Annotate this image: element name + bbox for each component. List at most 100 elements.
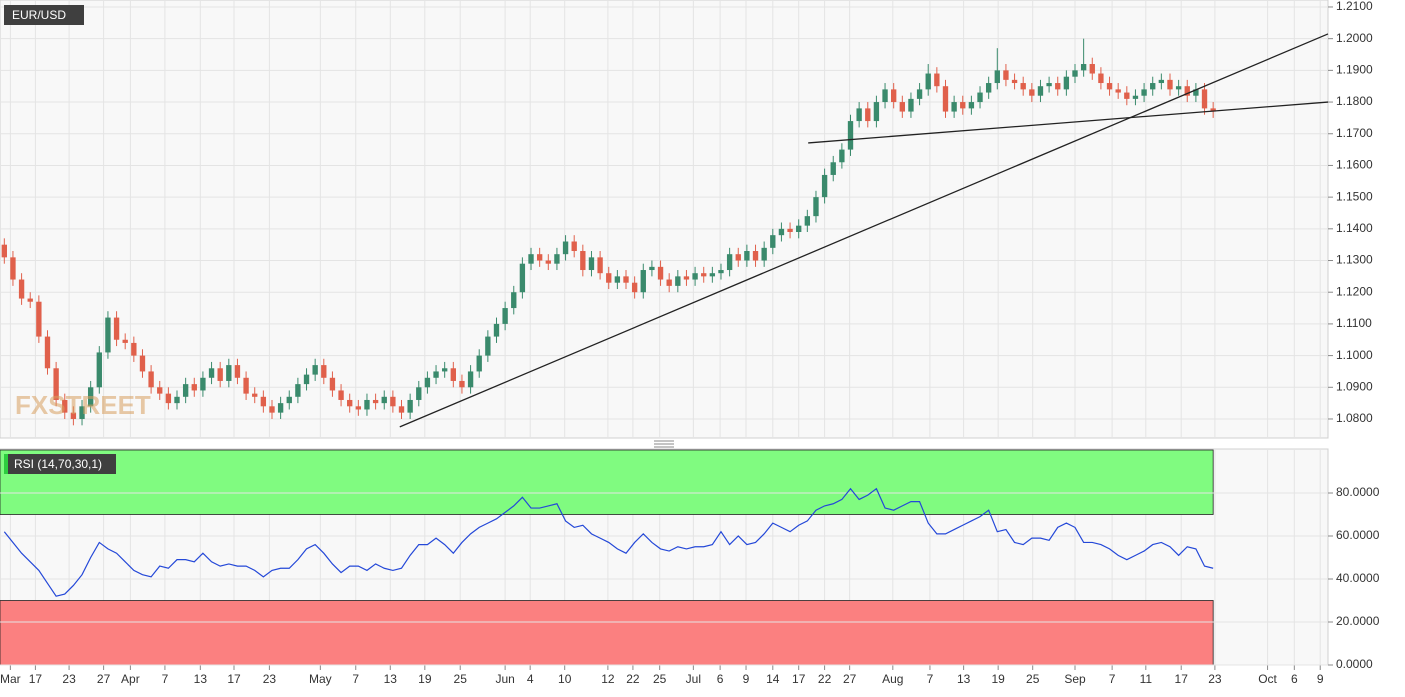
candle-body xyxy=(960,102,966,109)
candle-body xyxy=(623,276,629,283)
candle-body xyxy=(683,276,690,280)
candle-body xyxy=(1124,92,1130,99)
candle-body xyxy=(485,336,491,356)
candle-body xyxy=(614,276,621,283)
candle-body xyxy=(381,396,387,404)
y-tick-label: 1.0900 xyxy=(1336,379,1373,393)
candle-body xyxy=(286,396,292,404)
candle-body xyxy=(597,257,603,274)
candle-body xyxy=(536,254,543,261)
candle-body xyxy=(925,73,931,90)
rsi-line xyxy=(3,487,1214,597)
candle-body xyxy=(269,406,275,413)
candle-body xyxy=(502,308,508,324)
y-tick-label: 80.0000 xyxy=(1336,485,1380,499)
candle-body xyxy=(562,241,569,255)
rsi-title-box xyxy=(4,454,116,474)
x-tick-label: 10 xyxy=(558,672,572,686)
x-tick-label: 22 xyxy=(626,672,640,686)
y-tick-label: 1.2100 xyxy=(1336,0,1373,13)
x-tick-label: Jul xyxy=(686,672,701,686)
candle-body xyxy=(105,317,111,353)
candle-body xyxy=(321,365,327,378)
candle-body xyxy=(1080,64,1087,71)
candle-body xyxy=(467,371,474,388)
x-tick-label: 7 xyxy=(927,672,934,686)
y-tick-label: 1.1700 xyxy=(1336,126,1373,140)
y-tick-label: 1.2000 xyxy=(1336,31,1373,45)
candle-body xyxy=(1210,108,1216,112)
candle-body xyxy=(580,251,586,271)
candle-body xyxy=(338,390,344,400)
rsi-title: RSI (14,70,30,1) xyxy=(14,457,102,471)
candle-body xyxy=(1115,89,1121,93)
y-tick-label: 1.1400 xyxy=(1336,221,1373,235)
candle-body xyxy=(1132,95,1139,99)
y-tick-label: 1.1300 xyxy=(1336,253,1373,267)
x-tick-label: 17 xyxy=(227,672,241,686)
y-tick-label: 1.1800 xyxy=(1336,94,1373,108)
candle-body xyxy=(96,352,102,388)
candle-body xyxy=(355,406,362,410)
candle-body xyxy=(70,412,77,419)
candle-body xyxy=(916,89,923,99)
candle-body xyxy=(407,399,413,413)
candle-body xyxy=(856,108,862,122)
panel-handle[interactable] xyxy=(654,440,674,448)
candle-body xyxy=(1063,76,1070,90)
candle-body xyxy=(1098,73,1104,84)
x-tick-label: 13 xyxy=(194,672,208,686)
candle-body xyxy=(27,298,33,302)
candle-body xyxy=(459,380,465,388)
candle-body xyxy=(243,377,249,394)
x-tick-label: Aug xyxy=(882,672,903,686)
candle-body xyxy=(606,273,612,283)
x-tick-label: 17 xyxy=(1175,672,1189,686)
candle-body xyxy=(122,339,128,343)
y-tick-label: 40.0000 xyxy=(1336,571,1380,585)
candle-body xyxy=(1106,83,1113,90)
candle-body xyxy=(847,121,854,150)
candle-body xyxy=(10,257,16,280)
candle-body xyxy=(951,102,957,112)
candle-body xyxy=(1,244,7,258)
chart-title: EUR/USD xyxy=(12,8,66,22)
candle-body xyxy=(433,371,439,378)
candle-body xyxy=(364,399,370,410)
candle-body xyxy=(260,396,267,407)
candle-body xyxy=(1150,83,1156,90)
candle-body xyxy=(87,387,94,407)
candle-body xyxy=(666,279,672,286)
price-panel xyxy=(0,0,1329,439)
candle-body xyxy=(528,254,534,264)
candle-body xyxy=(761,247,767,261)
rsi-title-accent xyxy=(4,454,8,474)
candle-body xyxy=(372,399,379,404)
candle-body xyxy=(511,292,517,309)
x-tick-label: 9 xyxy=(743,672,750,686)
candle-body xyxy=(1184,86,1190,96)
candle-body xyxy=(191,384,197,391)
candle-body xyxy=(148,371,154,388)
trendline xyxy=(808,101,1329,144)
y-tick-label: 1.1200 xyxy=(1336,284,1373,298)
candle-body xyxy=(1011,79,1018,84)
candle-body xyxy=(312,365,318,375)
marks xyxy=(1,33,1329,597)
candle-body xyxy=(139,355,146,372)
candle-body xyxy=(390,396,396,407)
candle-body xyxy=(640,270,646,293)
candle-body xyxy=(934,73,940,87)
candle-body xyxy=(726,254,733,271)
candle-body xyxy=(200,377,206,391)
candle-body xyxy=(821,174,828,198)
candle-body xyxy=(752,251,759,261)
candle-body xyxy=(157,387,163,394)
x-tick-label: 7 xyxy=(162,672,169,686)
x-tick-label: 19 xyxy=(991,672,1005,686)
candle-body xyxy=(252,393,258,397)
y-tick-label: 1.1600 xyxy=(1336,158,1373,172)
candle-body xyxy=(873,102,880,122)
candle-body xyxy=(277,403,284,413)
